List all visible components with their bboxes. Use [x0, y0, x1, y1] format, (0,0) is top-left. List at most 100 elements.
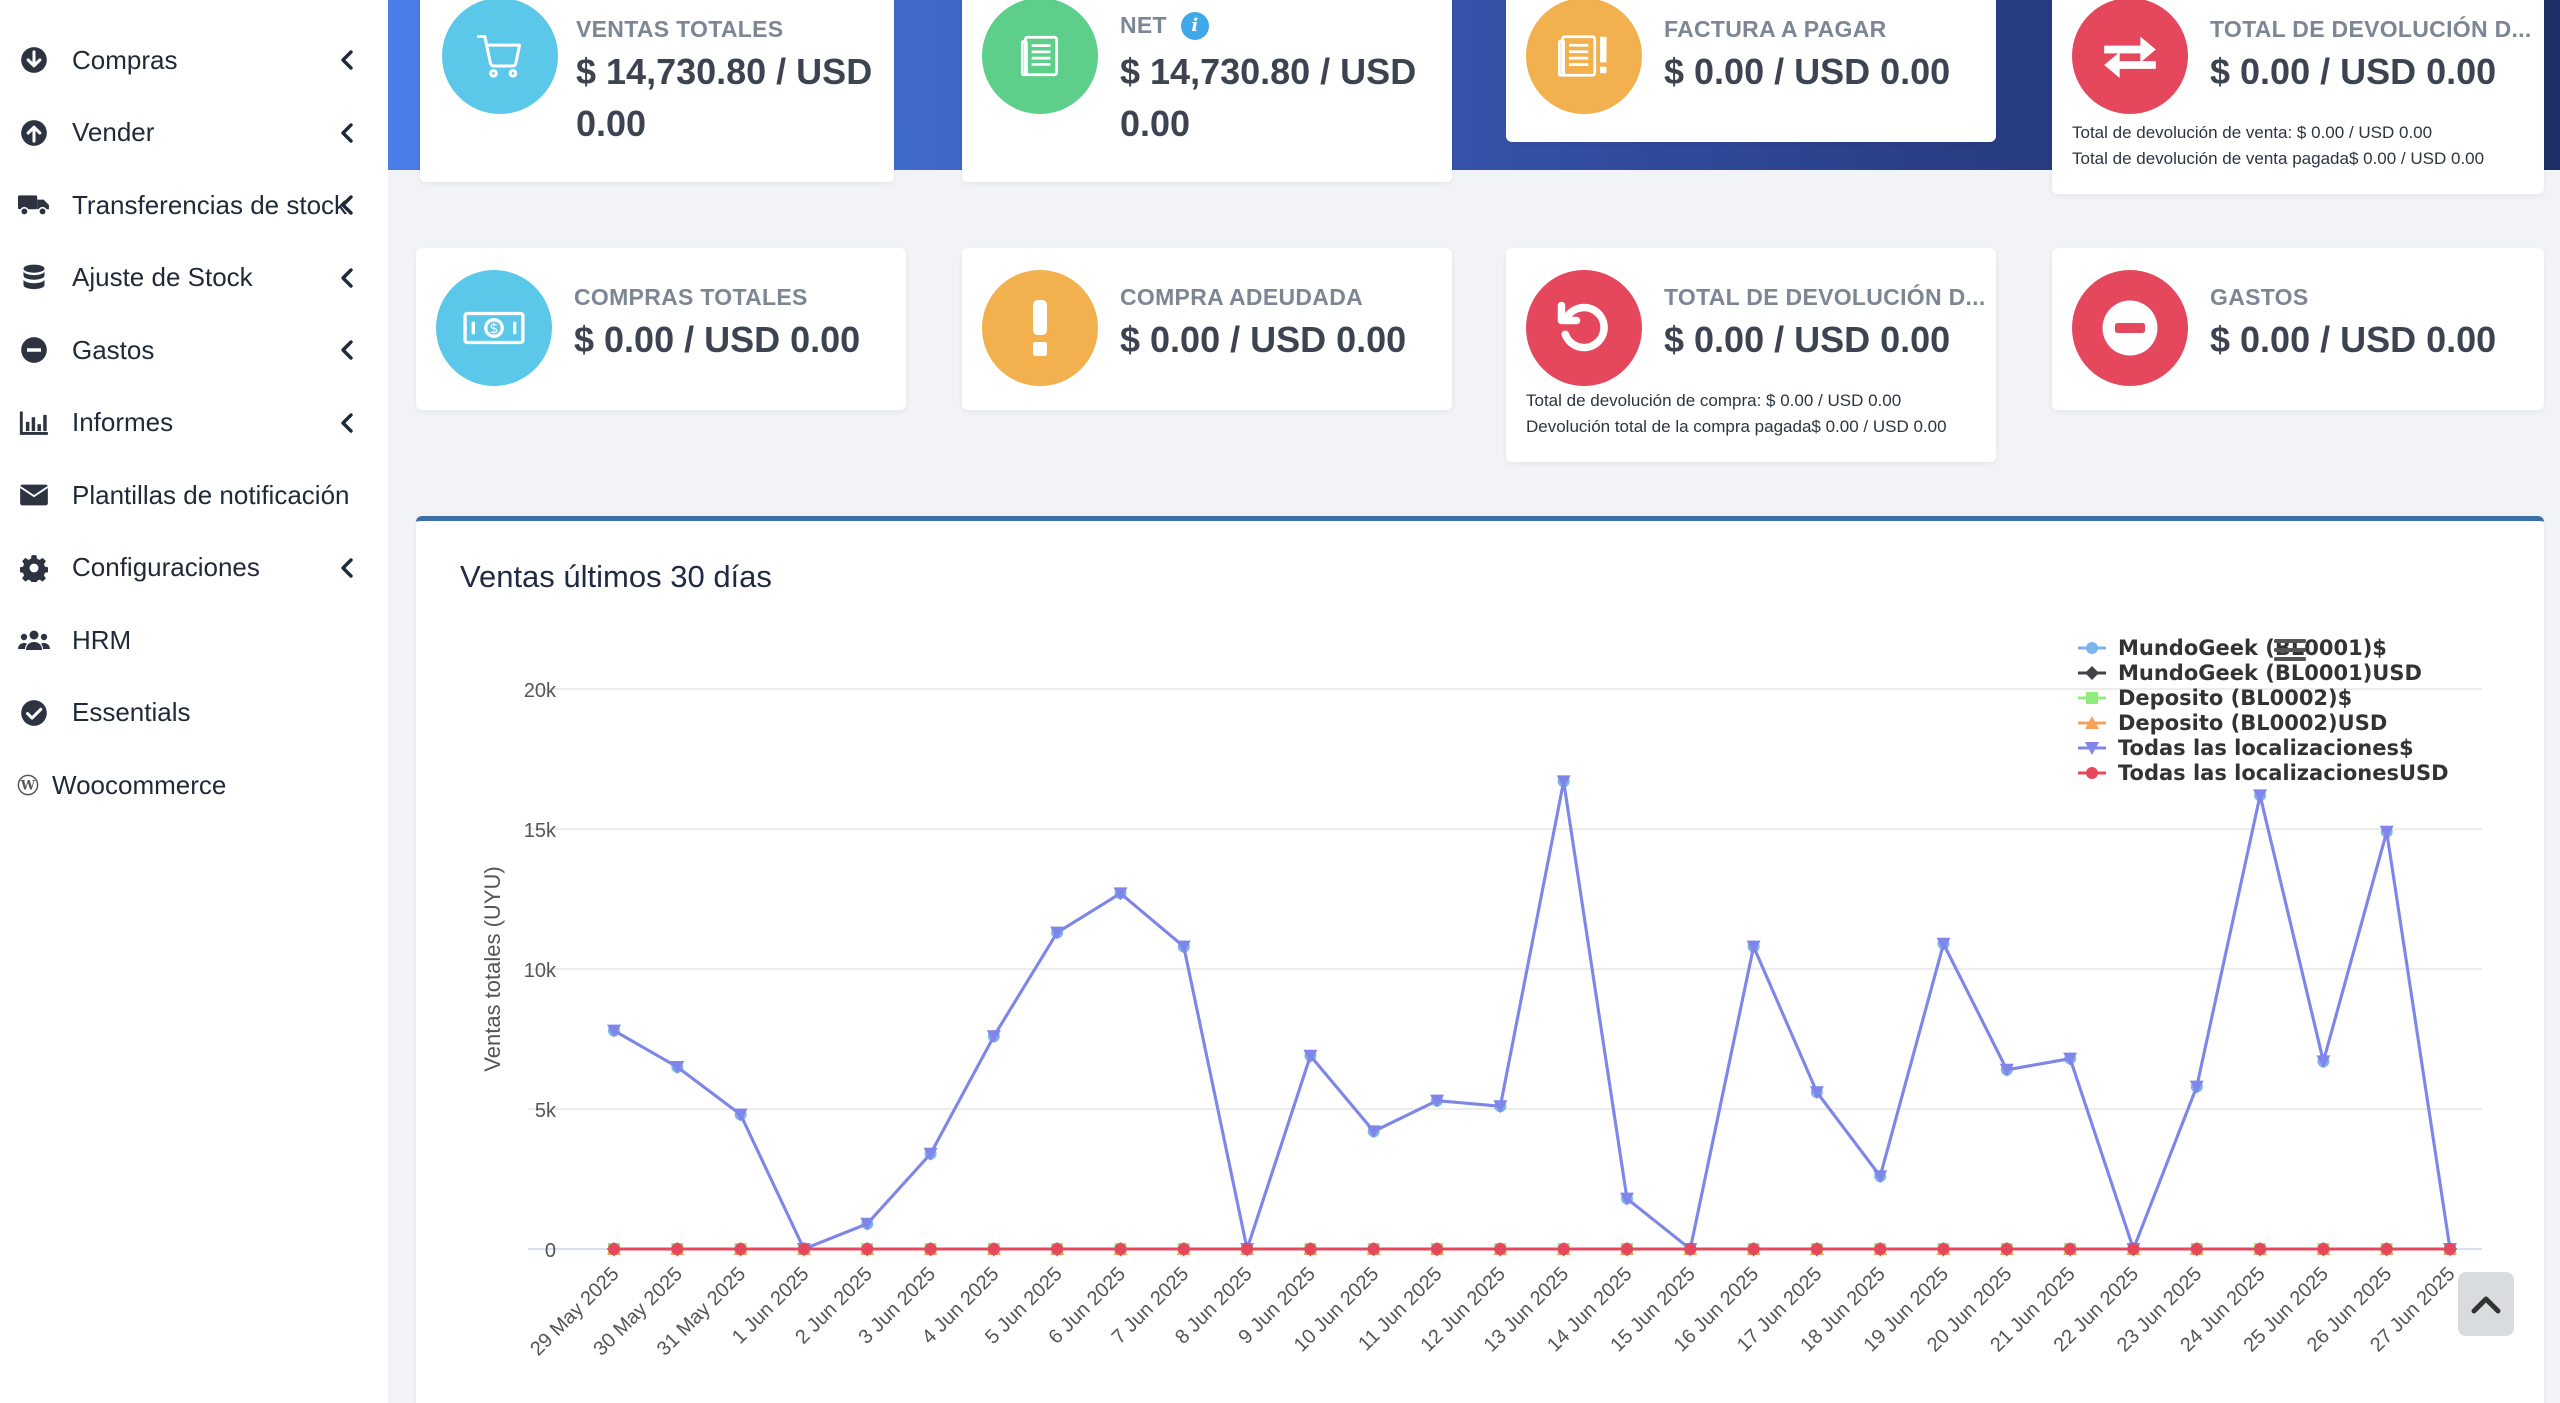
sidebar-item-gastos[interactable]: Gastos — [0, 320, 388, 380]
data-point — [1177, 1243, 1190, 1255]
invoice-alert-icon-circle — [1526, 0, 1642, 114]
card-compra-adeudada: COMPRA ADEUDADA $ 0.00 / USD 0.00 — [962, 248, 1452, 410]
sidebar-item-essentials[interactable]: Essentials — [0, 683, 388, 743]
sidebar-item-woocommerce[interactable]: W Woocommerce — [0, 755, 388, 815]
data-point — [924, 1243, 937, 1255]
sidebar-item-hrm[interactable]: HRM — [0, 610, 388, 670]
envelope-icon — [18, 480, 50, 510]
minus-circle-icon-circle — [2072, 270, 2188, 386]
sidebar-item-configuraciones[interactable]: Configuraciones — [0, 538, 388, 598]
card-value: $ 0.00 / USD 0.00 — [1664, 51, 1951, 92]
cart-icon-circle — [442, 0, 558, 114]
data-point — [2316, 1055, 2331, 1069]
data-point — [2189, 1080, 2204, 1094]
chevron-left-icon — [336, 193, 358, 217]
invoice-alert-icon — [1557, 35, 1607, 77]
money-icon-circle: $ — [436, 270, 552, 386]
card-title: VENTAS TOTALES — [576, 16, 784, 42]
minus-circle-icon — [18, 335, 50, 365]
card-factura-a-pagar: FACTURA A PAGAR $ 0.00 / USD 0.00 — [1506, 0, 1996, 142]
users-icon — [18, 625, 50, 655]
card-title: FACTURA A PAGAR — [1664, 16, 1887, 42]
legend-item[interactable]: Todas las localizaciones$ — [2078, 736, 2414, 760]
menu-bar — [2274, 657, 2306, 661]
sidebar-item-ajuste-de-stock[interactable]: Ajuste de Stock — [0, 248, 388, 308]
legend-marker — [2085, 742, 2099, 755]
series-line — [613, 781, 2452, 1255]
chevron-left-icon — [336, 266, 358, 290]
scroll-to-top-button[interactable] — [2458, 1272, 2514, 1336]
data-point — [2380, 1243, 2393, 1255]
card-value: $ 14,730.80 / USD 0.00 — [1120, 51, 1417, 144]
data-point — [1747, 1243, 1760, 1255]
card-ventas-totales: VENTAS TOTALES $ 14,730.80 / USD 0.00 — [420, 0, 894, 182]
sidebar-item-label: Informes — [72, 407, 174, 437]
bar-chart-icon — [18, 408, 50, 438]
card-note: Total de devolución de venta: $ 0.00 / U… — [2072, 123, 2433, 142]
sidebar-item-label: HRM — [72, 624, 132, 655]
wordpress-icon: W — [12, 770, 44, 800]
y-tick-label: 5k — [535, 1100, 557, 1122]
data-point — [1493, 1100, 1508, 1114]
sidebar-item-label: Vender — [72, 117, 155, 147]
document-icon — [1020, 35, 1059, 77]
menu-bar — [2274, 648, 2306, 652]
sidebar-item-label: Ajuste de Stock — [72, 262, 253, 292]
sidebar-item-plantillas-de-notificación[interactable]: Plantillas de notificación — [0, 465, 388, 525]
data-point — [1556, 775, 1571, 789]
data-point — [986, 1030, 1001, 1044]
data-point — [860, 1217, 875, 1231]
legend-item[interactable]: Todas las localizacionesUSD — [2078, 761, 2449, 785]
legend-item[interactable]: MundoGeek (BL0001)USD — [2078, 661, 2422, 685]
info-icon[interactable]: i — [1180, 12, 1209, 40]
check-circle-icon — [18, 698, 50, 728]
sidebar-item-label: Configuraciones — [72, 552, 260, 582]
sidebar-item-informes[interactable]: Informes — [0, 393, 388, 453]
data-point — [1873, 1170, 1888, 1184]
legend-item[interactable]: Deposito (BL0002)$ — [2078, 686, 2352, 710]
sidebar-item-label: Woocommerce — [52, 769, 227, 800]
undo-icon-circle — [1526, 270, 1642, 386]
data-point — [671, 1243, 684, 1255]
sidebar-item-vender[interactable]: Vender — [0, 103, 388, 163]
sidebar-item-compras[interactable]: Compras — [0, 30, 388, 90]
card-value: $ 0.00 / USD 0.00 — [2210, 319, 2497, 360]
data-point — [1431, 1243, 1444, 1255]
svg-text:$: $ — [489, 321, 498, 337]
card-total-devolucion-venta: TOTAL DE DEVOLUCIÓN D... $ 0.00 / USD 0.… — [2052, 0, 2544, 194]
data-point — [1746, 940, 1761, 954]
series-4 — [607, 775, 2457, 1256]
legend-item[interactable]: MundoGeek (BL0001)$ — [2078, 636, 2387, 660]
legend-item[interactable]: Deposito (BL0002)USD — [2078, 711, 2387, 735]
sidebar-item-label: Compras — [72, 44, 178, 75]
chevron-left-icon — [336, 121, 358, 145]
card-value: $ 0.00 / USD 0.00 — [1664, 319, 1951, 360]
legend-label: Todas las localizaciones$ — [2118, 736, 2414, 760]
series-0 — [608, 775, 2456, 1255]
card-gastos: GASTOS $ 0.00 / USD 0.00 — [2052, 248, 2544, 410]
document-icon-circle — [982, 0, 1098, 114]
hamburger-menu-icon[interactable] — [2274, 639, 2306, 661]
legend-marker — [2085, 666, 2099, 680]
sidebar-item-transferencias-de-stock[interactable]: Transferencias de stock — [0, 175, 388, 235]
legend-marker — [2086, 642, 2098, 654]
card-note: Total de devolución de compra: $ 0.00 / … — [1526, 391, 1902, 410]
card-value: $ 14,730.80 / USD 0.00 — [576, 51, 873, 144]
menu-bar — [2274, 639, 2306, 643]
y-tick-label: 0 — [545, 1240, 556, 1262]
data-point — [1241, 1243, 1254, 1255]
money-icon: $ — [463, 311, 525, 345]
data-point — [2190, 1243, 2203, 1255]
legend-marker — [2085, 716, 2099, 729]
sidebar-item-label: Transferencias de stock — [72, 189, 348, 220]
data-point — [1999, 1063, 2014, 1077]
exclamation-icon-circle — [982, 270, 1098, 386]
data-point — [2000, 1243, 2013, 1255]
y-tick-label: 15k — [524, 820, 557, 842]
data-point — [797, 1243, 810, 1255]
legend-label: Deposito (BL0002)USD — [2118, 711, 2387, 735]
data-point — [1937, 1243, 1950, 1255]
data-point — [1494, 1243, 1507, 1255]
legend-marker — [2086, 767, 2098, 779]
